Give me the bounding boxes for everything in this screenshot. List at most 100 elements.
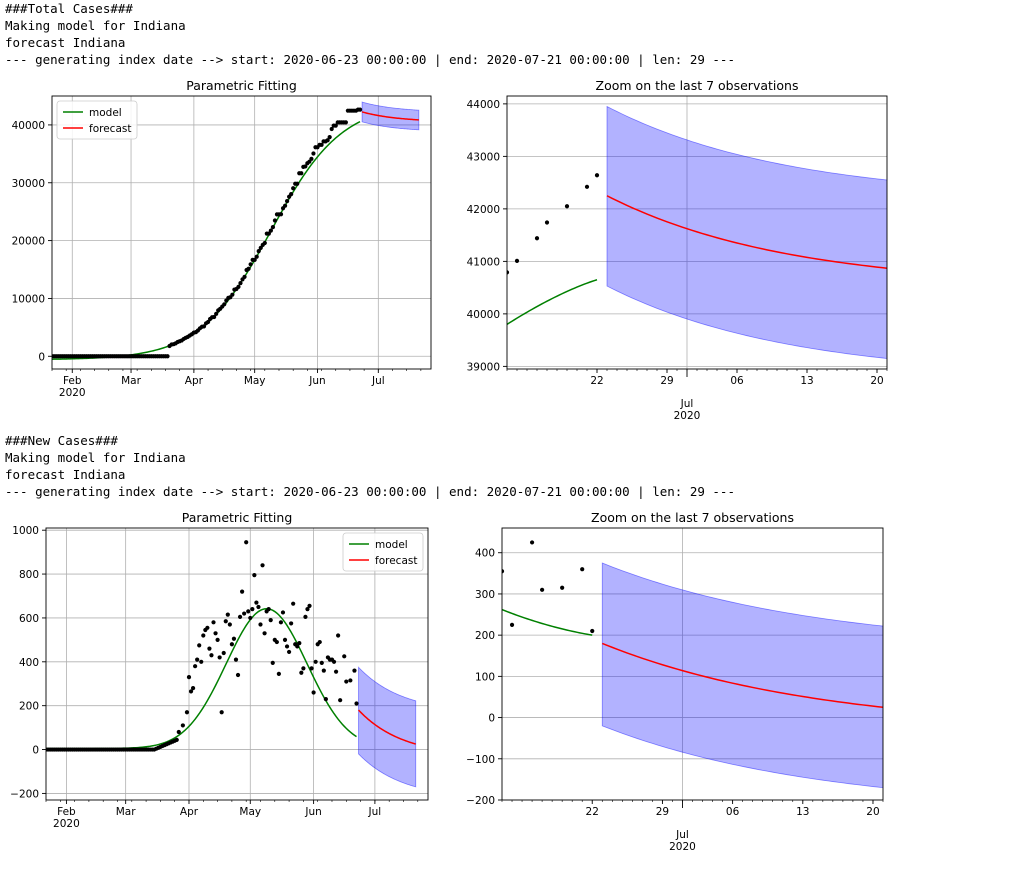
forecast-line bbox=[606, 195, 887, 269]
observed-point bbox=[303, 164, 308, 169]
observed-point bbox=[256, 249, 261, 254]
x-tick-sublabel: 2020 bbox=[53, 818, 80, 830]
observed-point bbox=[214, 311, 219, 316]
observed-point bbox=[256, 604, 261, 610]
chart-new-cases-zoom: Zoom on the last 7 observations −200 −100 0… bbox=[466, 510, 884, 853]
observed-point bbox=[282, 637, 288, 642]
observed-point bbox=[229, 642, 234, 647]
observed-point bbox=[258, 622, 263, 627]
observed-point bbox=[215, 637, 220, 642]
x-tick-label: 20 bbox=[870, 375, 883, 387]
observed-point bbox=[176, 729, 181, 735]
plot-area bbox=[502, 540, 883, 789]
legend: model forecast bbox=[342, 532, 424, 572]
observed-point bbox=[342, 654, 347, 659]
legend-label: model bbox=[89, 107, 122, 119]
observed-point bbox=[590, 628, 595, 634]
legend-label: forecast bbox=[375, 555, 417, 567]
y-tick-label: 800 bbox=[19, 569, 39, 581]
observed-point bbox=[348, 678, 353, 683]
observed-point bbox=[237, 614, 243, 619]
observed-point bbox=[274, 639, 279, 645]
observed-point bbox=[329, 126, 334, 132]
observed-point bbox=[254, 600, 259, 605]
observed-point bbox=[295, 181, 300, 186]
x-major-label: Jul bbox=[675, 829, 689, 841]
observed-point bbox=[313, 659, 318, 664]
x-tick-label: Mar bbox=[116, 806, 136, 818]
observed-point bbox=[246, 266, 251, 271]
y-tick-label: 400 bbox=[19, 657, 39, 669]
y-tick-label: 40000 bbox=[12, 120, 45, 132]
observed-point bbox=[236, 284, 241, 289]
y-tick-label: 44000 bbox=[467, 99, 500, 111]
observed-point bbox=[507, 270, 510, 275]
observed-point bbox=[338, 698, 343, 703]
plot-area bbox=[52, 101, 420, 360]
observed-point bbox=[289, 191, 294, 197]
observed-point bbox=[231, 636, 237, 641]
observed-point bbox=[268, 228, 273, 233]
observed-point bbox=[223, 619, 228, 624]
observed-point bbox=[278, 620, 284, 625]
grid bbox=[507, 96, 887, 369]
observed-point bbox=[321, 668, 326, 673]
y-tick-label: 400 bbox=[475, 548, 495, 560]
observed-point bbox=[289, 621, 294, 626]
observed-point bbox=[343, 120, 348, 125]
observed-point bbox=[219, 710, 224, 715]
observed-point bbox=[333, 123, 338, 128]
legend: model forecast bbox=[56, 100, 138, 140]
observed-point bbox=[199, 659, 204, 664]
observed-point bbox=[280, 610, 286, 615]
observed-point bbox=[262, 631, 267, 636]
model-line bbox=[502, 608, 593, 636]
x-tick-label: Jun bbox=[304, 806, 321, 818]
x-major-sublabel: 2020 bbox=[669, 841, 696, 853]
observed-point bbox=[317, 639, 322, 645]
chart-new-cases-parametric-fitting: Parametric Fitting −200 0 200 400 600 800 1000 F… bbox=[10, 510, 429, 830]
observed-point bbox=[286, 649, 292, 655]
observed-point bbox=[244, 540, 249, 545]
observed-point bbox=[217, 655, 222, 660]
axes-frame bbox=[45, 527, 429, 801]
observed-point bbox=[197, 643, 202, 648]
observed-point bbox=[352, 668, 357, 673]
y-tick-label: 0 bbox=[32, 745, 39, 757]
observed-point bbox=[225, 612, 230, 617]
observed-point bbox=[270, 224, 276, 230]
y-tick-label: 40000 bbox=[467, 309, 500, 321]
x-tick-label: Feb bbox=[63, 375, 82, 387]
observed-point bbox=[319, 660, 324, 666]
observed-point bbox=[209, 653, 214, 658]
y-tick-label: 200 bbox=[19, 701, 39, 713]
observed-point bbox=[222, 302, 227, 307]
observed-point bbox=[333, 669, 339, 674]
observed-point bbox=[201, 324, 207, 329]
x-tick-label: Jun bbox=[308, 375, 325, 387]
observed-point bbox=[266, 607, 271, 612]
observed-point bbox=[529, 540, 535, 545]
observed-point bbox=[180, 723, 185, 728]
forecast-line bbox=[601, 642, 883, 709]
observed-point bbox=[354, 701, 359, 706]
legend-box bbox=[56, 100, 138, 140]
x-tick-label: Apr bbox=[180, 806, 199, 818]
forecast-confidence-band bbox=[606, 105, 887, 359]
observed-point bbox=[544, 220, 550, 225]
chart-title: Zoom on the last 7 observations bbox=[596, 78, 799, 93]
y-tick-label: 30000 bbox=[12, 178, 45, 190]
observed-point bbox=[188, 689, 194, 694]
x-tick-label: Jul bbox=[371, 375, 385, 387]
observed-point bbox=[213, 631, 218, 636]
observed-point bbox=[311, 690, 316, 695]
observed-points bbox=[507, 173, 600, 275]
observed-point bbox=[584, 184, 590, 189]
observed-point bbox=[540, 587, 545, 592]
observed-point bbox=[240, 589, 245, 594]
plot-area bbox=[507, 105, 887, 359]
observed-point bbox=[248, 262, 253, 267]
x-tick-label: 22 bbox=[590, 375, 603, 387]
observed-point bbox=[564, 204, 570, 209]
